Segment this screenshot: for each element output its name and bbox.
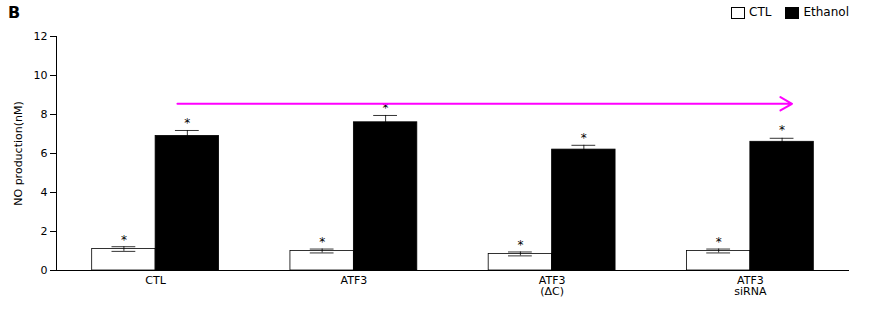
svg-text:2: 2	[41, 225, 48, 238]
svg-text:*: *	[121, 233, 127, 247]
svg-text:0: 0	[41, 264, 48, 277]
svg-text:10: 10	[34, 69, 48, 82]
svg-text:*: *	[383, 101, 389, 115]
html-text:B: B	[8, 2, 21, 22]
svg-text:*: *	[184, 116, 190, 130]
svg-text:6: 6	[41, 147, 48, 160]
html-text:CTL: CTL	[749, 5, 772, 19]
svg-text:*: *	[517, 238, 523, 252]
svg-text:*: *	[779, 123, 785, 137]
svg-text:NO production(nM): NO production(nM)	[12, 101, 25, 206]
svg-text:4: 4	[41, 186, 48, 199]
html-text:Ethanol: Ethanol	[803, 5, 849, 19]
svg-text:ATF3: ATF3	[341, 274, 368, 287]
svg-text:12: 12	[34, 30, 48, 43]
svg-text:ATF3siRNA: ATF3siRNA	[734, 274, 767, 298]
svg-text:CTL: CTL	[145, 274, 166, 287]
svg-text:ATF3(ΔC): ATF3(ΔC)	[539, 274, 566, 298]
svg-text:8: 8	[41, 108, 48, 121]
svg-text:*: *	[319, 235, 325, 249]
svg-text:*: *	[581, 131, 587, 145]
svg-text:*: *	[716, 235, 722, 249]
